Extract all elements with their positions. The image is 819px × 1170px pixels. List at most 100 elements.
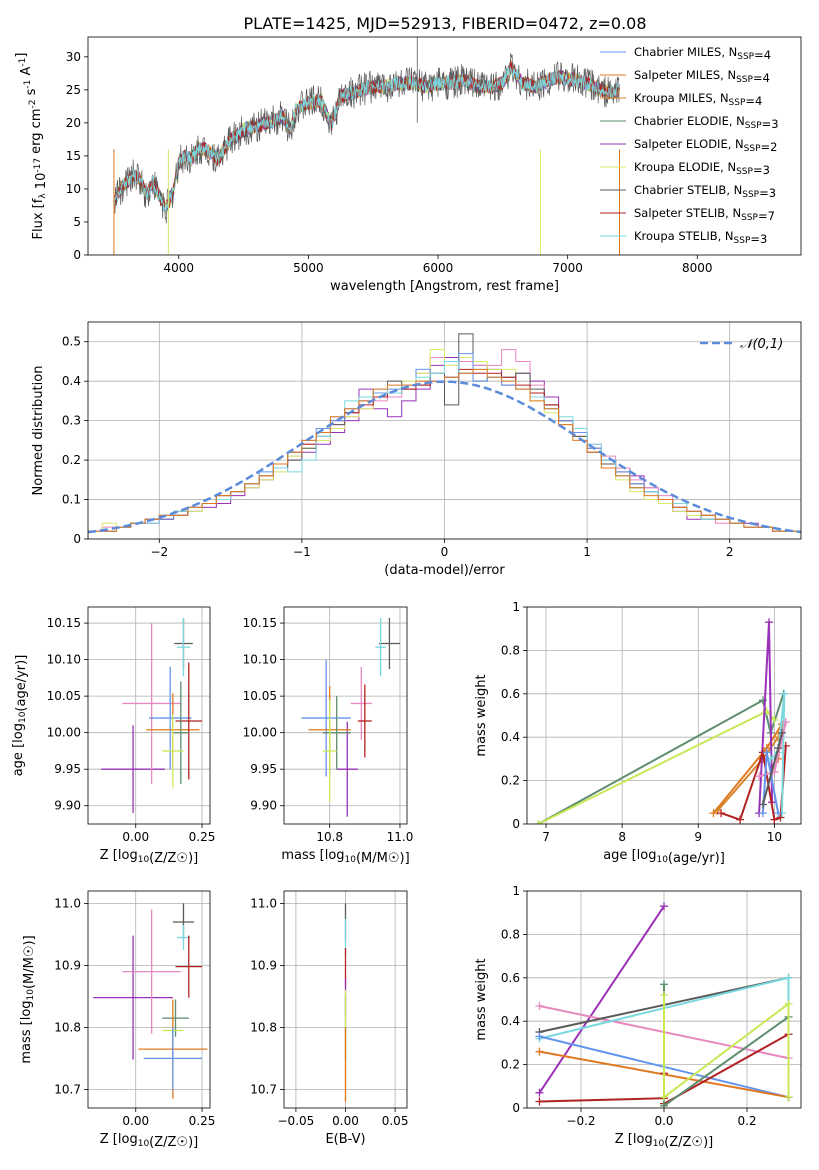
weight-point-marker bbox=[736, 815, 745, 824]
y-tick-label: 10.00 bbox=[243, 726, 277, 740]
x-tick-label: 7 bbox=[542, 830, 550, 844]
weight-point-marker bbox=[774, 809, 783, 818]
axes-frame bbox=[526, 606, 802, 825]
y-tick-label: 15 bbox=[66, 149, 81, 163]
x-tick-label: 0.00 bbox=[332, 1114, 359, 1128]
plot-area bbox=[527, 607, 801, 824]
residual-histogram-panel: −2 −1 0 1 2 0 0.1 0.2 0.3 0.4 0.5 (data-model)/erro… bbox=[31, 321, 802, 578]
x-axis-label: age [log10(age/yr)] bbox=[603, 848, 725, 866]
weight-point-marker bbox=[660, 902, 668, 911]
x-tick-label: −0.2 bbox=[566, 1114, 595, 1128]
y-tick-label: 1 bbox=[512, 884, 520, 898]
y-tick-label: 20 bbox=[66, 116, 81, 130]
legend-label: 𝒩(0,1) bbox=[740, 337, 783, 352]
legend-label: Chabrier ELODIE, NSSP=3 bbox=[634, 114, 779, 131]
y-tick-label: 0.6 bbox=[501, 687, 520, 701]
x-axis-label: (data-model)/error bbox=[384, 563, 505, 578]
x-tick-label: 8000 bbox=[682, 261, 713, 275]
axes-frame bbox=[87, 321, 802, 540]
y-tick-label: 0.2 bbox=[501, 774, 520, 788]
weight-point-marker bbox=[535, 1047, 544, 1056]
weight-point-marker bbox=[777, 728, 786, 737]
weight-point-marker bbox=[660, 1093, 668, 1102]
plot-area bbox=[113, 37, 621, 255]
x-axis-label: wavelength [Angstrom, rest frame] bbox=[330, 279, 559, 294]
weight-vs-metallicity-panel: −0.2 0.0 0.2 0 0.2 0.4 0.6 0.8 1 Z [log10(Z/Z☉)] m… bbox=[474, 884, 802, 1150]
x-tick-label: 1 bbox=[583, 545, 591, 559]
axes-frame bbox=[283, 890, 408, 1109]
x-tick-label: 0.25 bbox=[189, 830, 216, 844]
plot-area bbox=[527, 891, 801, 1108]
x-tick-label: 0.00 bbox=[122, 830, 149, 844]
y-tick-label: 10.05 bbox=[47, 689, 81, 703]
x-tick-label: −2 bbox=[150, 545, 168, 559]
y-tick-label: 0 bbox=[73, 532, 81, 546]
x-tick-label: 0.0 bbox=[654, 1114, 673, 1128]
spectrum-series-line bbox=[113, 65, 620, 212]
weight-point-marker bbox=[784, 1093, 793, 1102]
y-axis-label: mass [log10(M/M☉)] bbox=[19, 935, 37, 1063]
y-tick-label: 11.0 bbox=[54, 896, 81, 910]
x-tick-label: −1 bbox=[293, 545, 311, 559]
weight-point-marker bbox=[535, 1032, 544, 1041]
x-tick-label: 0 bbox=[441, 545, 449, 559]
mass-vs-reddening-panel: −0.05 0.00 0.05 10.7 10.8 10.9 11.0 E(B-V) bbox=[250, 890, 408, 1147]
plot-area bbox=[284, 607, 407, 824]
x-tick-label: 6000 bbox=[423, 261, 454, 275]
plot-area bbox=[284, 891, 407, 1108]
y-tick-label: 0 bbox=[512, 1101, 520, 1115]
weight-point-marker bbox=[535, 1002, 544, 1011]
y-tick-label: 25 bbox=[66, 83, 81, 97]
y-tick-label: 0.6 bbox=[501, 971, 520, 985]
legend-label: Kroupa MILES, NSSP=4 bbox=[634, 91, 762, 108]
y-tick-label: 10.8 bbox=[54, 1020, 81, 1034]
spectrum-panel: 4000 5000 6000 7000 8000 0 5 10 15 20 25 30 waveleng… bbox=[14, 36, 802, 294]
axes-frame bbox=[283, 606, 408, 825]
figure-title: PLATE=1425, MJD=52913, FIBERID=0472, z=0… bbox=[243, 14, 646, 33]
weight-point-marker bbox=[765, 618, 774, 627]
weight-series-line bbox=[663, 995, 790, 1100]
x-axis-label: mass [log10(M/M☉)] bbox=[281, 848, 409, 866]
weight-point-marker bbox=[535, 1088, 544, 1097]
weight-point-marker bbox=[781, 718, 790, 727]
y-tick-label: 0.4 bbox=[501, 730, 520, 744]
weight-point-marker bbox=[784, 999, 793, 1008]
y-axis-label: age [log10(age/yr)] bbox=[11, 655, 29, 777]
x-tick-label: 11.0 bbox=[387, 830, 414, 844]
y-tick-label: 10.10 bbox=[243, 653, 277, 667]
y-tick-label: 11.0 bbox=[250, 896, 277, 910]
y-tick-label: 0.4 bbox=[501, 1014, 520, 1028]
x-tick-label: −0.05 bbox=[278, 1114, 315, 1128]
weight-point-marker bbox=[660, 991, 668, 1000]
y-axis-label: mass weight bbox=[474, 958, 489, 1040]
weight-point-marker bbox=[534, 820, 543, 824]
y-tick-label: 10.7 bbox=[54, 1082, 81, 1096]
y-tick-label: 1 bbox=[512, 600, 520, 614]
x-tick-label: 5000 bbox=[293, 261, 324, 275]
weight-point-marker bbox=[660, 1101, 668, 1108]
y-tick-label: 0.3 bbox=[62, 414, 81, 428]
y-tick-label: 10 bbox=[66, 182, 81, 196]
age-vs-metallicity-panel: 0.00 0.25 9.90 9.95 10.00 10.05 10.10 10.15 Z [l… bbox=[11, 606, 216, 866]
histogram-steps bbox=[88, 368, 801, 539]
legend-label: Kroupa STELIB, NSSP=3 bbox=[634, 229, 767, 246]
x-tick-label: 10 bbox=[767, 830, 782, 844]
legend-label: Kroupa ELODIE, NSSP=3 bbox=[634, 160, 770, 177]
y-axis-label: Normed distribution bbox=[31, 366, 46, 496]
axes-frame bbox=[87, 890, 211, 1109]
x-tick-label: 8 bbox=[618, 830, 626, 844]
axes-frame bbox=[526, 890, 802, 1109]
weight-series-line bbox=[538, 905, 665, 1094]
weight-point-marker bbox=[717, 809, 726, 818]
y-tick-label: 0.8 bbox=[501, 643, 520, 657]
x-tick-label: 7000 bbox=[552, 261, 583, 275]
legend-label: Salpeter MILES, NSSP=4 bbox=[634, 68, 770, 85]
x-tick-label: 0.00 bbox=[122, 1114, 149, 1128]
y-axis-label: mass weight bbox=[474, 674, 489, 756]
weight-point-marker bbox=[755, 772, 764, 781]
x-axis-label: Z [log10(Z/Z☉)] bbox=[615, 1132, 713, 1150]
y-tick-label: 30 bbox=[66, 50, 81, 64]
y-tick-label: 10.7 bbox=[250, 1082, 277, 1096]
weight-vs-age-panel: 7 8 9 10 0 0.2 0.4 0.6 0.8 1 age [log10(age/yr)] ma… bbox=[474, 600, 802, 866]
